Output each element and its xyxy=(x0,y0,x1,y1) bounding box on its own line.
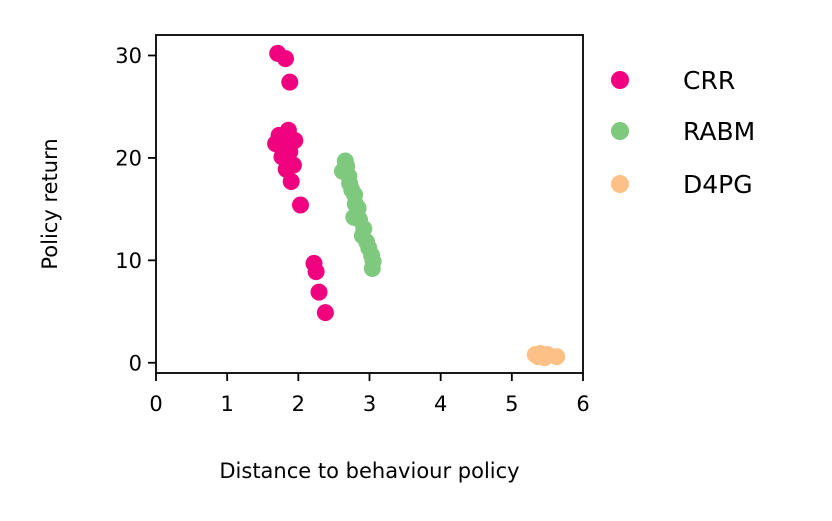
data-point xyxy=(316,304,334,322)
data-point xyxy=(548,348,566,366)
series-crr xyxy=(267,44,334,322)
x-tick-label: 2 xyxy=(292,392,305,416)
data-point xyxy=(307,263,325,281)
x-tick-label: 0 xyxy=(149,392,162,416)
y-tick-label: 20 xyxy=(115,146,142,170)
legend-label: CRR xyxy=(683,66,735,95)
data-point xyxy=(281,73,299,91)
data-point xyxy=(310,283,328,301)
data-point xyxy=(292,196,309,214)
data-point xyxy=(363,260,381,277)
legend-entry-d4pg: D4PG xyxy=(611,170,753,199)
data-point xyxy=(282,173,300,190)
legend-entry-crr: CRR xyxy=(611,66,735,95)
y-tick-label: 10 xyxy=(115,249,142,273)
axes: 0 1 2 3 4 5 6 0 10 20 30 Distance to behaviour poli… xyxy=(38,34,590,483)
series-rabm xyxy=(334,152,382,277)
plot-area xyxy=(267,44,566,367)
legend-entry-rabm: RABM xyxy=(611,117,755,146)
data-point xyxy=(277,50,294,68)
x-tick-label: 5 xyxy=(505,392,518,416)
series-d4pg xyxy=(526,345,566,367)
x-tick-label: 3 xyxy=(363,392,376,416)
legend-marker xyxy=(611,175,629,193)
legend-marker xyxy=(611,71,629,89)
x-axis-label: Distance to behaviour policy xyxy=(219,459,519,483)
legend: CRR RABM D4PG xyxy=(611,66,755,199)
y-tick-label: 30 xyxy=(115,44,142,68)
y-tick-label: 0 xyxy=(129,351,142,375)
legend-label: D4PG xyxy=(683,170,753,199)
legend-marker xyxy=(611,122,629,140)
y-axis-label: Policy return xyxy=(38,138,62,269)
x-tick-label: 4 xyxy=(434,392,447,416)
x-tick-label: 6 xyxy=(576,392,589,416)
x-tick-label: 1 xyxy=(220,392,233,416)
axes-frame xyxy=(155,34,584,374)
legend-label: RABM xyxy=(683,117,755,146)
